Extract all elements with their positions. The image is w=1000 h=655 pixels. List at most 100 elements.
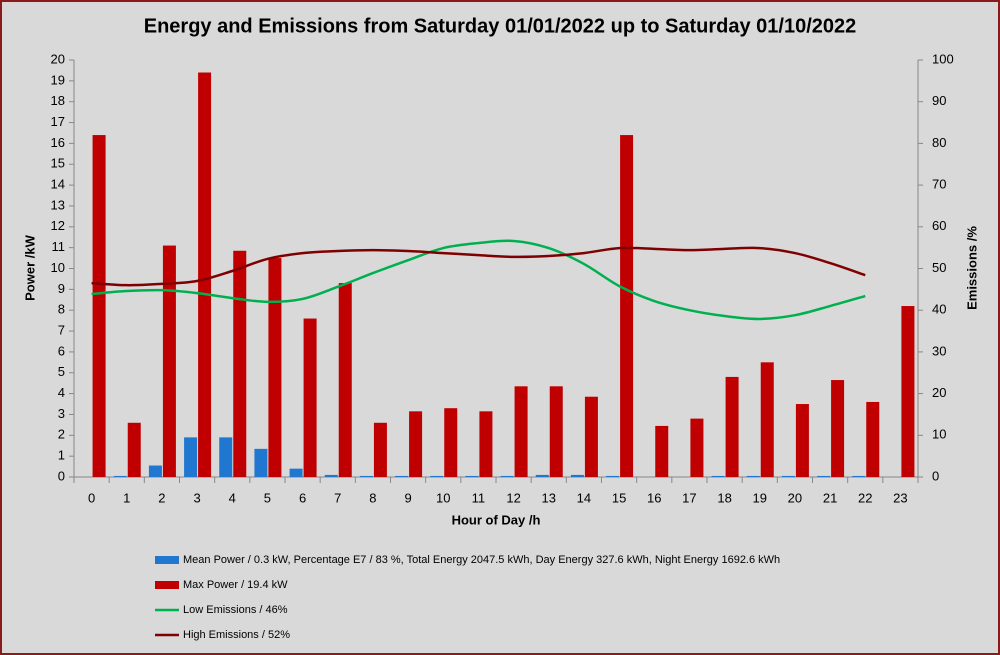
bar [233, 250, 247, 477]
bar [831, 380, 845, 477]
x-tick-label: 4 [229, 490, 236, 505]
x-tick-label: 13 [542, 490, 556, 505]
x-tick-label: 10 [436, 490, 450, 505]
bar [338, 283, 352, 477]
bar [162, 245, 176, 477]
bar [901, 306, 915, 477]
legend-swatch [155, 581, 179, 589]
bar [92, 135, 106, 477]
bar [373, 422, 387, 477]
bar [535, 474, 549, 477]
y-tick-label: 2 [58, 427, 65, 442]
y-tick-label: 17 [51, 114, 65, 129]
bar [584, 396, 598, 477]
bar [500, 475, 514, 477]
bar [184, 437, 198, 477]
y2-tick-label: 50 [932, 260, 946, 275]
y-tick-label: 13 [51, 197, 65, 212]
y-tick-label: 10 [51, 260, 65, 275]
x-tick-label: 8 [369, 490, 376, 505]
x-tick-label: 0 [88, 490, 95, 505]
legend-label: High Emissions / 52% [183, 629, 290, 641]
bar [289, 468, 303, 477]
y2-tick-label: 70 [932, 177, 946, 192]
y-tick-label: 0 [58, 468, 65, 483]
x-tick-label: 7 [334, 490, 341, 505]
x-tick-label: 18 [717, 490, 731, 505]
x-tick-label: 3 [193, 490, 200, 505]
bar [655, 425, 669, 477]
bar [113, 475, 127, 477]
bar [479, 411, 493, 477]
x-tick-label: 9 [404, 490, 411, 505]
y2-tick-label: 40 [932, 302, 946, 317]
x-tick-label: 23 [893, 490, 907, 505]
y-tick-label: 12 [51, 218, 65, 233]
x-tick-label: 14 [577, 490, 591, 505]
x-tick-label: 21 [823, 490, 837, 505]
x-axis-label: Hour of Day /h [452, 512, 541, 527]
y2-tick-label: 30 [932, 343, 946, 358]
bar [444, 408, 458, 477]
bar [303, 318, 317, 477]
x-tick-label: 1 [123, 490, 130, 505]
y-tick-label: 11 [52, 239, 66, 254]
bar [465, 475, 479, 477]
bar [549, 386, 563, 477]
x-tick-label: 16 [647, 490, 661, 505]
y2-tick-label: 90 [932, 93, 946, 108]
y-tick-label: 5 [58, 364, 65, 379]
bar [866, 401, 880, 477]
bar [746, 475, 760, 477]
bar [711, 475, 725, 477]
y-tick-label: 20 [51, 51, 65, 66]
x-tick-label: 15 [612, 490, 626, 505]
x-tick-label: 17 [682, 490, 696, 505]
chart-title: Energy and Emissions from Saturday 01/01… [144, 15, 857, 37]
line [91, 246, 866, 287]
y2-tick-label: 0 [932, 468, 939, 483]
bar [254, 448, 268, 477]
bar [324, 474, 338, 477]
y-tick-label: 3 [58, 406, 65, 421]
x-tick-label: 5 [264, 490, 271, 505]
bar [606, 475, 620, 477]
bar [690, 418, 704, 477]
bar [620, 135, 634, 477]
y-axis-label: Power /kW [22, 234, 37, 300]
legend-label: Mean Power / 0.3 kW, Percentage E7 / 83 … [183, 554, 780, 566]
x-tick-label: 2 [158, 490, 165, 505]
bar [817, 475, 831, 477]
bar [760, 362, 774, 477]
y-tick-label: 7 [58, 322, 65, 337]
y-tick-label: 6 [58, 343, 65, 358]
bar [198, 72, 212, 477]
y-tick-label: 9 [58, 281, 65, 296]
bar [781, 475, 795, 477]
x-tick-label: 6 [299, 490, 306, 505]
y-tick-label: 18 [51, 93, 65, 108]
x-tick-label: 11 [472, 490, 486, 505]
legend-label: Max Power / 19.4 kW [183, 579, 288, 591]
y2-tick-label: 80 [932, 135, 946, 150]
y-tick-label: 8 [58, 302, 65, 317]
bar [219, 437, 233, 477]
y-tick-label: 19 [51, 72, 65, 87]
y2-tick-label: 60 [932, 218, 946, 233]
bar [570, 474, 584, 477]
bar [148, 465, 162, 477]
y2-tick-label: 20 [932, 385, 946, 400]
y-tick-label: 4 [58, 385, 65, 400]
legend-label: Low Emissions / 46% [183, 604, 288, 616]
bar [852, 475, 866, 477]
x-tick-label: 20 [788, 490, 802, 505]
bar [127, 422, 141, 477]
x-tick-label: 22 [858, 490, 872, 505]
y-tick-label: 1 [58, 448, 65, 463]
x-tick-label: 19 [753, 490, 767, 505]
y-tick-label: 14 [51, 177, 65, 192]
bar [409, 411, 423, 477]
y-tick-label: 16 [51, 135, 65, 150]
bar [430, 475, 444, 477]
